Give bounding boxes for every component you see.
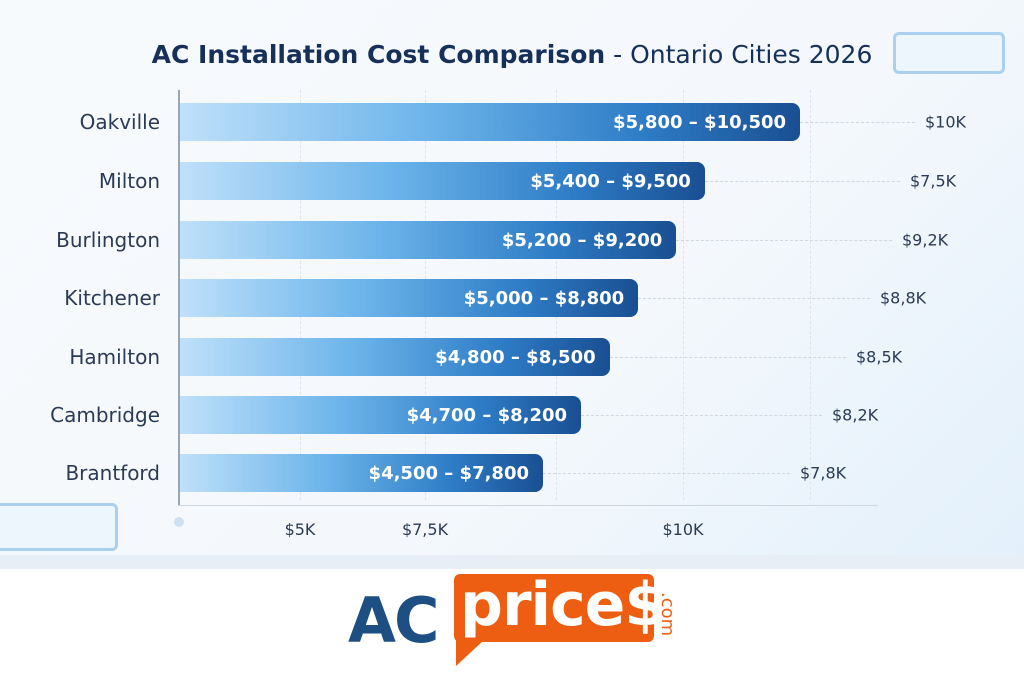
- bar: $5,400 – $9,500: [180, 162, 705, 200]
- bar-label: $4,800 – $8,500: [435, 346, 596, 368]
- grid-line: [810, 90, 811, 500]
- title-subtitle: - Ontario Cities 2026: [613, 40, 873, 69]
- logo-prices: price$: [460, 570, 666, 640]
- right-value-label: $8,8K: [880, 288, 927, 308]
- leader-line: [800, 122, 915, 123]
- y-axis: [178, 90, 180, 505]
- bar-label: $4,500 – $7,800: [368, 462, 529, 484]
- right-value-label: $7,8K: [800, 463, 847, 483]
- title-main: AC Installation Cost Comparison: [151, 40, 606, 69]
- bar-label: $5,400 – $9,500: [530, 170, 691, 192]
- category-label: Burlington: [56, 228, 160, 252]
- divider-band: [0, 555, 1024, 569]
- logo-bubble-tail: [456, 640, 484, 666]
- right-value-label: $10K: [925, 112, 967, 132]
- leader-line: [609, 357, 846, 358]
- bar-label: $5,200 – $9,200: [501, 229, 663, 251]
- logo-speech-bubble: [454, 574, 654, 642]
- air-conditioner-icon: [0, 503, 118, 551]
- x-tick-label: $7,5K: [401, 520, 449, 539]
- air-conditioner-icon: [893, 32, 1005, 74]
- category-label: Brantford: [65, 461, 160, 485]
- x-axis: [178, 505, 878, 506]
- bar: $4,700 – $8,200: [180, 396, 582, 434]
- leader-line: [543, 473, 790, 474]
- grid-line: [683, 90, 684, 500]
- right-value-label: $8,2K: [832, 405, 879, 425]
- category-label: Oakville: [79, 110, 160, 134]
- right-value-label: $7,5K: [910, 171, 957, 191]
- bar-label: $5,800 – $10,500: [613, 111, 787, 133]
- x-tick-label: $5K: [284, 520, 316, 539]
- axis-origin-dot: [174, 517, 184, 527]
- category-label: Milton: [98, 169, 160, 193]
- category-label: Cambridge: [50, 403, 160, 427]
- bar: $5,000 – $8,800: [180, 279, 639, 317]
- leader-line: [638, 298, 870, 299]
- right-value-label: $8,5K: [856, 347, 903, 367]
- bar: $5,800 – $10,500: [180, 103, 801, 141]
- logo-com: .com: [657, 592, 678, 637]
- leader-line: [676, 240, 892, 241]
- x-tick-label: $10K: [662, 520, 704, 539]
- bar: $4,500 – $7,800: [180, 454, 543, 492]
- category-label: Kitchener: [64, 286, 160, 310]
- bar: $5,200 – $9,200: [180, 221, 677, 259]
- logo-ac: AC: [348, 584, 439, 657]
- chart-title: AC Installation Cost Comparison - Ontari…: [0, 40, 1024, 69]
- bar-label: $5,000 – $8,800: [463, 287, 625, 309]
- category-label: Hamilton: [69, 345, 160, 369]
- leader-line: [581, 415, 822, 416]
- bar-label: $4,700 – $8,200: [406, 404, 568, 426]
- leader-line: [704, 181, 900, 182]
- bar: $4,800 – $8,500: [180, 338, 610, 376]
- right-value-label: $9,2K: [902, 230, 949, 250]
